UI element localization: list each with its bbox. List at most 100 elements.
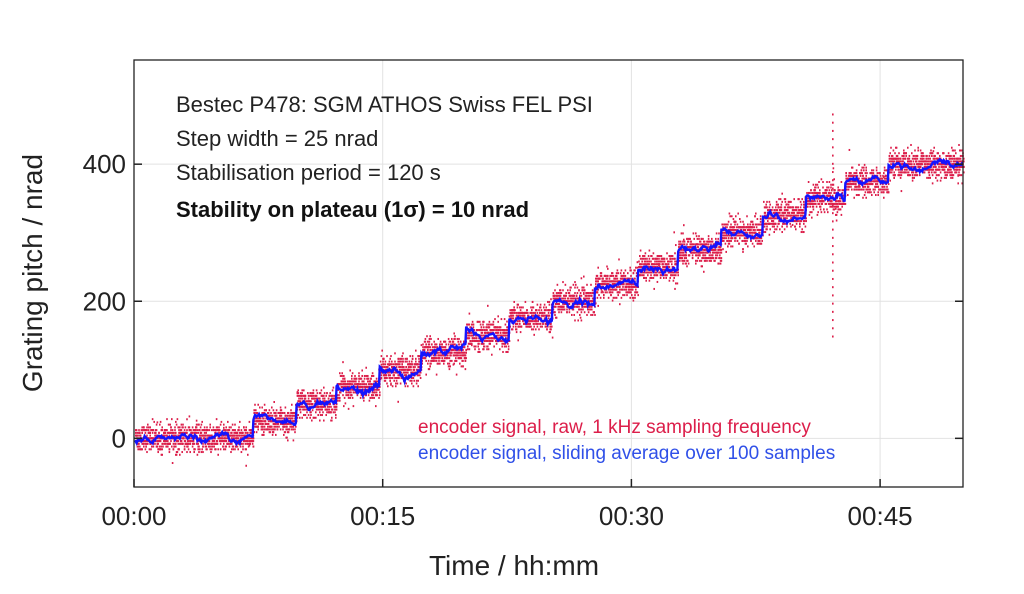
raw-point	[737, 213, 739, 215]
raw-point	[277, 423, 279, 425]
raw-point	[159, 446, 161, 448]
raw-point	[363, 380, 365, 382]
raw-point	[234, 435, 236, 437]
raw-point	[270, 428, 272, 430]
raw-point	[761, 243, 763, 245]
raw-point	[590, 284, 592, 286]
raw-point	[683, 254, 685, 256]
raw-point	[537, 323, 539, 325]
raw-point	[477, 340, 479, 342]
raw-point	[433, 360, 435, 362]
raw-point	[651, 277, 653, 279]
raw-point	[181, 440, 183, 442]
raw-point	[677, 274, 679, 276]
raw-point	[325, 395, 327, 397]
raw-point	[208, 435, 210, 437]
raw-point	[634, 278, 636, 280]
raw-point	[301, 389, 303, 391]
raw-point	[177, 418, 179, 420]
raw-point	[664, 258, 666, 260]
raw-point	[341, 372, 343, 374]
raw-point	[747, 245, 749, 247]
raw-point	[674, 252, 676, 254]
raw-point	[649, 258, 651, 260]
raw-point	[776, 228, 778, 230]
raw-point	[199, 448, 201, 450]
raw-point	[505, 351, 507, 353]
raw-point	[626, 286, 628, 288]
raw-point	[336, 409, 338, 411]
raw-point	[481, 335, 483, 337]
raw-point	[146, 451, 148, 453]
raw-point	[217, 437, 219, 439]
raw-point	[436, 360, 438, 362]
raw-point	[591, 295, 593, 297]
raw-point	[661, 255, 663, 257]
raw-point	[558, 292, 560, 294]
raw-point	[709, 260, 711, 262]
raw-point	[556, 317, 558, 319]
raw-point	[137, 432, 139, 434]
raw-point	[310, 414, 312, 416]
raw-point	[573, 284, 575, 286]
raw-point	[324, 398, 326, 400]
raw-point	[717, 249, 719, 251]
raw-point	[680, 252, 682, 254]
raw-point	[553, 298, 555, 300]
raw-point	[243, 426, 245, 428]
raw-point	[245, 443, 247, 445]
raw-point	[653, 252, 655, 254]
raw-point	[760, 221, 762, 223]
raw-point	[620, 272, 622, 274]
raw-point	[730, 245, 732, 247]
raw-point	[553, 292, 555, 294]
raw-point	[681, 260, 683, 262]
raw-point	[749, 223, 751, 225]
raw-point	[515, 326, 517, 328]
raw-point	[472, 340, 474, 342]
raw-point	[366, 386, 368, 388]
raw-point	[285, 431, 287, 433]
raw-point	[264, 426, 266, 428]
raw-point	[597, 291, 599, 293]
raw-point	[644, 277, 646, 279]
raw-point	[787, 209, 789, 211]
raw-point	[727, 223, 729, 225]
raw-point	[668, 263, 670, 265]
raw-point	[371, 383, 373, 385]
raw-point	[744, 237, 746, 239]
raw-point	[437, 338, 439, 340]
raw-point	[155, 432, 157, 434]
raw-point	[465, 349, 467, 351]
raw-point	[365, 383, 367, 385]
raw-point	[204, 432, 206, 434]
raw-point	[675, 282, 677, 284]
raw-point	[693, 238, 695, 240]
raw-point	[698, 235, 700, 237]
raw-point	[162, 446, 164, 448]
raw-point	[588, 292, 590, 294]
raw-point	[223, 443, 225, 445]
raw-point	[540, 304, 542, 306]
raw-point	[369, 400, 371, 402]
raw-point	[689, 238, 691, 240]
raw-point	[585, 306, 587, 308]
raw-point	[489, 324, 491, 326]
raw-point	[217, 454, 219, 456]
raw-point	[569, 303, 571, 305]
raw-point	[182, 443, 184, 445]
raw-point	[752, 221, 754, 223]
raw-point	[454, 343, 456, 345]
raw-point	[341, 383, 343, 385]
raw-point	[308, 395, 310, 397]
raw-point	[329, 409, 331, 411]
raw-point	[477, 321, 479, 323]
raw-point	[175, 443, 177, 445]
raw-point	[139, 432, 141, 434]
raw-point	[715, 254, 717, 256]
raw-point	[166, 429, 168, 431]
raw-point	[534, 323, 536, 325]
raw-point	[305, 398, 307, 400]
raw-point	[237, 437, 239, 439]
raw-point	[407, 372, 409, 374]
